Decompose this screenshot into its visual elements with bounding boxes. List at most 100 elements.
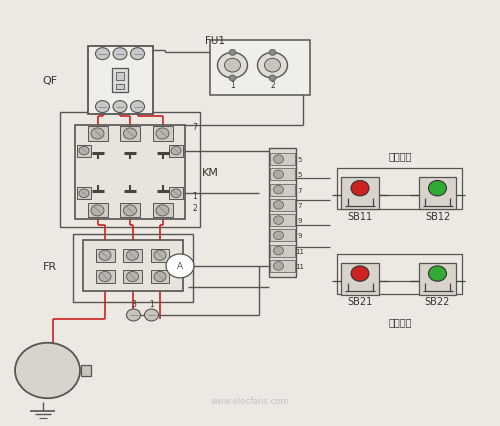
Circle shape (171, 147, 181, 155)
Circle shape (124, 129, 136, 140)
Circle shape (113, 49, 127, 60)
Circle shape (218, 53, 248, 79)
Text: 1: 1 (192, 191, 197, 200)
Circle shape (351, 181, 369, 196)
FancyBboxPatch shape (88, 127, 108, 141)
Circle shape (269, 76, 276, 82)
Circle shape (274, 262, 283, 271)
Circle shape (428, 181, 446, 196)
Circle shape (229, 50, 236, 56)
Circle shape (124, 205, 136, 216)
Text: FU1: FU1 (205, 35, 225, 46)
Text: 7: 7 (298, 187, 302, 193)
Text: 1: 1 (230, 81, 235, 90)
Circle shape (15, 343, 80, 398)
Circle shape (91, 129, 104, 140)
Circle shape (144, 309, 158, 321)
FancyBboxPatch shape (341, 263, 379, 295)
Circle shape (99, 250, 111, 261)
Circle shape (229, 76, 236, 82)
Circle shape (126, 309, 140, 321)
FancyBboxPatch shape (120, 127, 140, 141)
Circle shape (274, 186, 283, 194)
Circle shape (274, 247, 283, 255)
Text: KM: KM (202, 167, 218, 178)
FancyBboxPatch shape (75, 126, 185, 219)
Circle shape (258, 53, 288, 79)
Circle shape (126, 250, 138, 261)
FancyBboxPatch shape (150, 271, 170, 283)
FancyBboxPatch shape (77, 145, 91, 157)
Text: 11: 11 (296, 263, 304, 269)
FancyBboxPatch shape (270, 154, 295, 166)
FancyBboxPatch shape (123, 249, 142, 262)
Circle shape (274, 155, 283, 164)
Circle shape (79, 190, 89, 198)
FancyBboxPatch shape (270, 245, 295, 257)
Circle shape (166, 254, 194, 278)
FancyBboxPatch shape (269, 149, 296, 277)
Text: SB21: SB21 (348, 296, 372, 306)
Circle shape (274, 216, 283, 225)
Text: QF: QF (42, 76, 58, 86)
Circle shape (156, 129, 169, 140)
FancyBboxPatch shape (419, 263, 456, 295)
FancyBboxPatch shape (270, 199, 295, 211)
Circle shape (156, 205, 169, 216)
FancyBboxPatch shape (96, 271, 114, 283)
FancyBboxPatch shape (72, 234, 192, 302)
Text: www.elecfans.com: www.elecfans.com (211, 396, 289, 405)
Circle shape (154, 250, 166, 261)
FancyBboxPatch shape (210, 40, 310, 96)
Circle shape (99, 272, 111, 282)
Text: SB22: SB22 (425, 296, 450, 306)
Circle shape (96, 101, 110, 113)
FancyBboxPatch shape (270, 184, 295, 196)
Text: 9: 9 (298, 218, 302, 224)
FancyBboxPatch shape (116, 85, 124, 89)
FancyBboxPatch shape (77, 188, 91, 200)
Circle shape (264, 59, 280, 73)
FancyBboxPatch shape (270, 230, 295, 242)
Circle shape (224, 59, 240, 73)
Circle shape (269, 50, 276, 56)
Circle shape (91, 205, 104, 216)
FancyBboxPatch shape (88, 47, 152, 115)
Text: 2: 2 (270, 81, 275, 90)
Text: SB11: SB11 (348, 211, 372, 221)
FancyBboxPatch shape (150, 249, 170, 262)
FancyBboxPatch shape (112, 69, 128, 92)
Text: 9: 9 (298, 233, 302, 239)
Text: 3: 3 (131, 299, 136, 308)
Circle shape (274, 171, 283, 179)
Text: 甲地控制: 甲地控制 (388, 150, 412, 161)
FancyBboxPatch shape (81, 365, 91, 377)
FancyBboxPatch shape (270, 215, 295, 227)
FancyBboxPatch shape (341, 178, 379, 210)
Circle shape (274, 232, 283, 240)
Text: 5: 5 (298, 172, 302, 178)
FancyBboxPatch shape (419, 178, 456, 210)
Text: 1: 1 (149, 299, 154, 308)
FancyBboxPatch shape (123, 271, 142, 283)
Circle shape (274, 201, 283, 210)
Text: 2: 2 (192, 204, 197, 213)
FancyBboxPatch shape (270, 260, 295, 272)
FancyBboxPatch shape (169, 188, 183, 200)
Circle shape (130, 49, 144, 60)
Circle shape (126, 272, 138, 282)
FancyBboxPatch shape (116, 73, 124, 81)
Circle shape (154, 272, 166, 282)
Circle shape (79, 147, 89, 155)
Text: FR: FR (43, 261, 57, 271)
Circle shape (428, 266, 446, 282)
Circle shape (130, 101, 144, 113)
Text: SB12: SB12 (425, 211, 450, 221)
FancyBboxPatch shape (152, 204, 172, 218)
Text: A: A (177, 262, 183, 271)
Circle shape (96, 49, 110, 60)
Text: 7: 7 (298, 202, 302, 208)
Circle shape (171, 190, 181, 198)
FancyBboxPatch shape (120, 204, 140, 218)
Circle shape (351, 266, 369, 282)
